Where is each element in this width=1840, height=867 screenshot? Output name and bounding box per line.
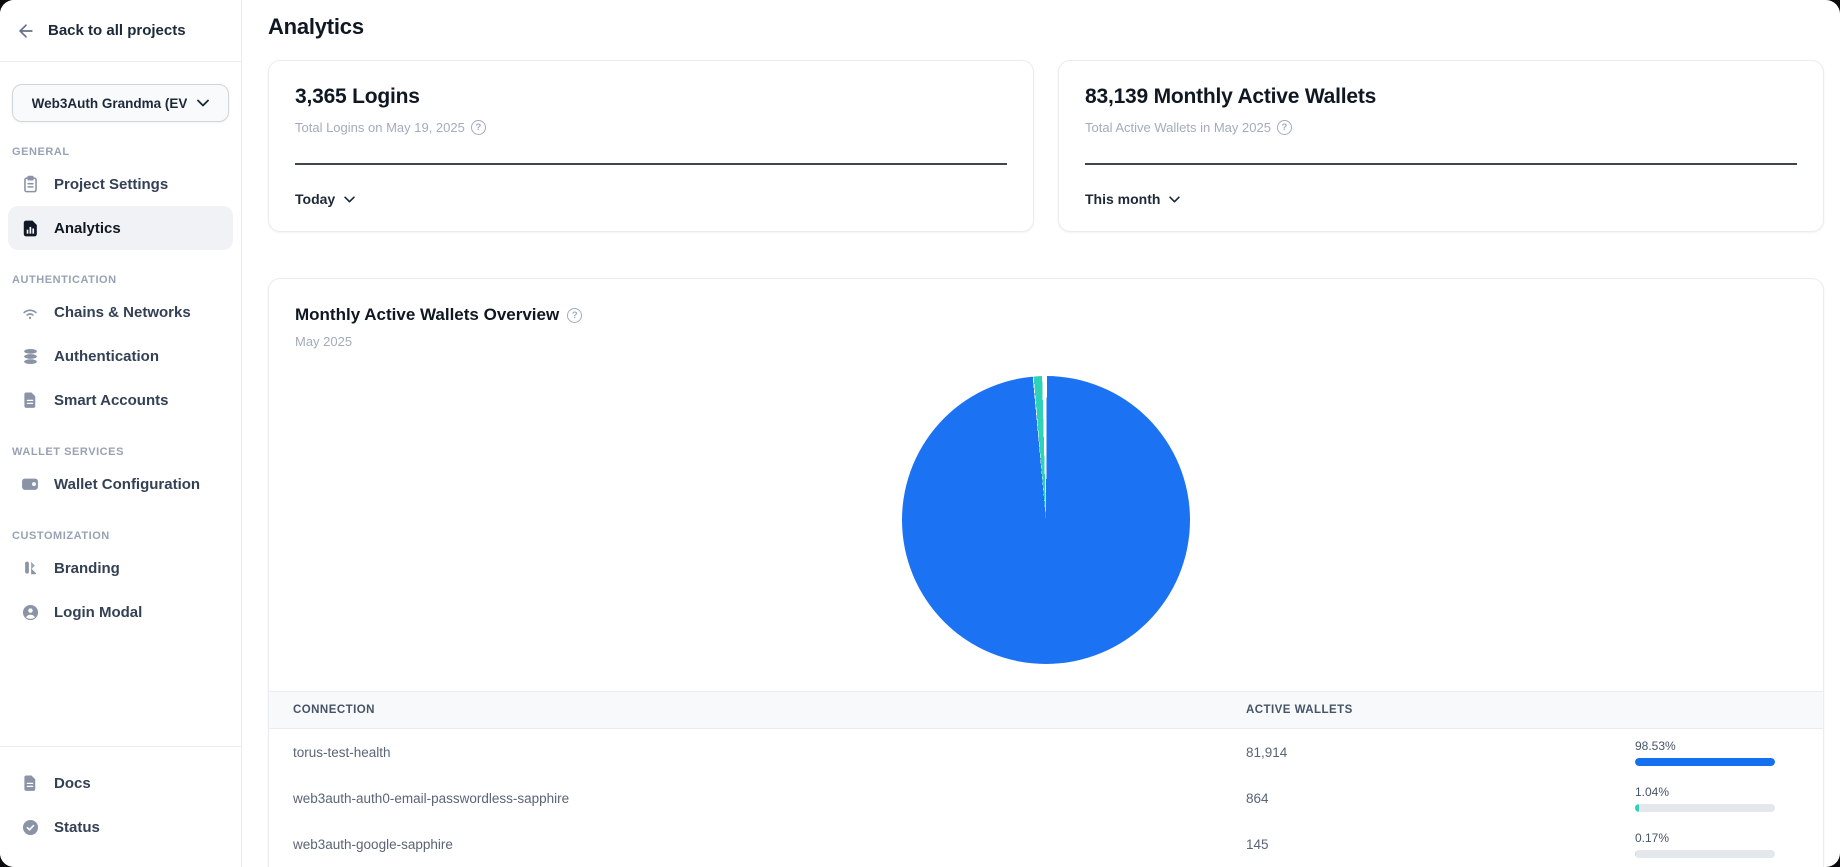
sidebar-item-chains-networks[interactable]: Chains & Networks xyxy=(8,290,233,334)
section-label-customization: CUSTOMIZATION xyxy=(12,530,110,542)
maw-value: 83,139 Monthly Active Wallets xyxy=(1085,85,1377,108)
sidebar-item-analytics[interactable]: Analytics xyxy=(8,206,233,250)
table-row: web3auth-google-sapphire 145 0.17% xyxy=(269,821,1823,867)
analytics-chart-icon xyxy=(20,218,40,238)
period-label: This month xyxy=(1085,191,1161,207)
column-header-active-wallets: Active Wallets xyxy=(1246,704,1353,716)
logins-value: 3,365 Logins xyxy=(295,85,420,108)
percent-bar-fill xyxy=(1635,757,1775,766)
sidebar-item-label: Login Modal xyxy=(54,603,143,621)
sidebar: Back to all projects Web3Auth Grandma (E… xyxy=(0,0,242,867)
help-icon[interactable]: ? xyxy=(470,120,486,135)
sidebar-item-branding[interactable]: Branding xyxy=(8,546,233,590)
sidebar-item-wallet-configuration[interactable]: Wallet Configuration xyxy=(8,462,233,506)
percent-label: 0.17% xyxy=(1635,830,1670,845)
sidebar-item-smart-accounts[interactable]: Smart Accounts xyxy=(8,378,233,422)
sidebar-item-label: Project Settings xyxy=(54,175,169,193)
table-row: web3auth-auth0-email-passwordless-sapphi… xyxy=(269,775,1823,821)
sidebar-item-label: Docs xyxy=(54,774,91,792)
chart-subtitle: May 2025 xyxy=(295,334,353,349)
chart-title: Monthly Active Wallets Overview xyxy=(295,305,560,324)
sidebar-item-label: Analytics xyxy=(54,219,121,237)
status-check-icon xyxy=(20,817,40,837)
sidebar-item-docs[interactable]: Docs xyxy=(8,761,233,805)
sidebar-footer: Docs Status xyxy=(0,746,241,867)
sidebar-item-authentication[interactable]: Authentication xyxy=(8,334,233,378)
sidebar-item-label: Wallet Configuration xyxy=(54,475,201,493)
user-circle-icon xyxy=(20,602,40,622)
section-label-authentication: AUTHENTICATION xyxy=(12,274,117,286)
chevron-down-icon xyxy=(1169,195,1181,203)
table-header-row: Connection Active Wallets xyxy=(269,691,1823,729)
logins-period-dropdown[interactable]: Today xyxy=(295,191,355,207)
wallet-icon xyxy=(20,474,40,494)
logins-stat-card: 3,365 Logins Total Logins on May 19, 202… xyxy=(268,60,1034,232)
sidebar-item-label: Branding xyxy=(54,559,120,577)
pie-chart-area xyxy=(269,349,1823,664)
sidebar-item-status[interactable]: Status xyxy=(8,805,233,849)
period-label: Today xyxy=(295,191,336,207)
stat-divider xyxy=(295,163,1007,165)
percent-bar-track xyxy=(1635,849,1775,858)
active-wallets-count: 81,914 xyxy=(1246,744,1288,760)
section-label-general: GENERAL xyxy=(12,146,70,158)
arrow-left-icon xyxy=(16,21,36,41)
help-icon[interactable]: ? xyxy=(1276,120,1292,135)
help-icon[interactable]: ? xyxy=(567,307,583,323)
active-wallets-count: 145 xyxy=(1246,836,1269,852)
table-row: torus-test-health 81,914 98.53% xyxy=(269,729,1823,775)
main-content: Analytics 3,365 Logins Total Logins on M… xyxy=(242,0,1840,867)
page-title: Analytics xyxy=(268,14,364,39)
sidebar-item-label: Status xyxy=(54,818,100,836)
branding-icon xyxy=(20,558,40,578)
sidebar-item-login-modal[interactable]: Login Modal xyxy=(8,590,233,634)
logins-subtitle: Total Logins on May 19, 2025 xyxy=(295,120,465,135)
chevron-down-icon xyxy=(197,99,210,107)
sidebar-item-project-settings[interactable]: Project Settings xyxy=(8,162,233,206)
file-icon xyxy=(20,390,40,410)
section-label-wallet-services: WALLET SERVICES xyxy=(12,446,124,458)
connection-name: web3auth-auth0-email-passwordless-sapphi… xyxy=(293,790,570,806)
maw-stat-card: 83,139 Monthly Active Wallets Total Acti… xyxy=(1058,60,1824,232)
connections-table: Connection Active Wallets torus-test-hea… xyxy=(269,691,1823,867)
clipboard-icon xyxy=(20,174,40,194)
percent-bar-fill xyxy=(1635,803,1640,812)
back-label: Back to all projects xyxy=(48,22,186,39)
percent-label: 98.53% xyxy=(1635,738,1676,753)
sidebar-spacer xyxy=(0,634,241,746)
percent-label: 1.04% xyxy=(1635,784,1670,799)
maw-subtitle: Total Active Wallets in May 2025 xyxy=(1085,120,1271,135)
monthly-active-wallets-overview-card: Monthly Active Wallets Overview ? May 20… xyxy=(268,278,1824,867)
project-selector[interactable]: Web3Auth Grandma (EV xyxy=(12,84,229,122)
back-to-projects-link[interactable]: Back to all projects xyxy=(0,0,241,62)
connection-name: torus-test-health xyxy=(293,744,391,760)
sidebar-item-label: Chains & Networks xyxy=(54,303,191,321)
sidebar-item-label: Authentication xyxy=(54,347,159,365)
sidebar-item-label: Smart Accounts xyxy=(54,391,169,409)
database-icon xyxy=(20,346,40,366)
percent-bar-fill xyxy=(1635,849,1637,858)
stat-divider xyxy=(1085,163,1797,165)
maw-period-dropdown[interactable]: This month xyxy=(1085,191,1181,207)
percent-bar-track xyxy=(1635,803,1775,812)
chevron-down-icon xyxy=(344,195,355,203)
project-selector-value: Web3Auth Grandma (EV xyxy=(31,95,188,111)
pie-chart xyxy=(902,376,1190,664)
active-wallets-count: 864 xyxy=(1246,790,1269,806)
percent-bar-track xyxy=(1635,757,1775,766)
docs-icon xyxy=(20,773,40,793)
stats-row: 3,365 Logins Total Logins on May 19, 202… xyxy=(268,60,1824,232)
column-header-connection: Connection xyxy=(293,704,375,716)
connection-name: web3auth-google-sapphire xyxy=(293,836,453,852)
network-wifi-icon xyxy=(20,302,40,322)
